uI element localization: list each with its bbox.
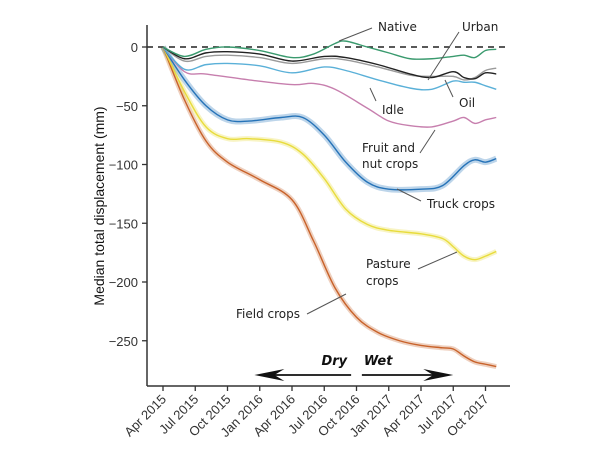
y-tick-label: 0 bbox=[131, 40, 138, 55]
wet-arrow-head-icon bbox=[423, 369, 454, 381]
y-tick-label: −200 bbox=[109, 275, 138, 290]
confidence-band-truck-crops bbox=[160, 45, 498, 193]
y-tick-label: −50 bbox=[116, 99, 138, 114]
y-axis-title: Median total displacement (mm) bbox=[91, 106, 107, 305]
series-label-fruit-and-nut-crops: Fruit and bbox=[362, 141, 415, 155]
series-labels: Native Urban Oil Idle Fruit and nut crops Truc… bbox=[236, 20, 498, 321]
series-line-fruit-and-nut-crops bbox=[162, 46, 497, 128]
leader-line-field-crops bbox=[306, 293, 347, 315]
series-line-native bbox=[162, 40, 497, 60]
leader-line-fruit-and-nut-crops bbox=[419, 129, 436, 154]
series-line-truck-crops bbox=[162, 46, 497, 191]
y-tick-label: −250 bbox=[109, 334, 138, 349]
leader-line-oil bbox=[444, 79, 454, 98]
leader-line-idle bbox=[369, 87, 377, 102]
series-label-native: Native bbox=[378, 20, 417, 34]
y-tick-label: −100 bbox=[109, 158, 138, 173]
series-label-pasture-crops: Pasture bbox=[366, 257, 411, 271]
series-label-field-crops: Field crops bbox=[236, 307, 300, 321]
series-label-urban: Urban bbox=[462, 20, 498, 34]
leader-line-pasture-crops bbox=[417, 251, 458, 270]
series-line-urban bbox=[162, 46, 497, 80]
series-lines bbox=[162, 40, 497, 368]
leader-line-urban bbox=[427, 31, 460, 81]
label-leader-lines bbox=[306, 27, 460, 315]
series-label-fruit-and-nut-crops: nut crops bbox=[362, 157, 418, 171]
leader-line-truck-crops bbox=[396, 188, 422, 202]
y-axis-ticks: 0 −50 −100 −150 −200 −250 bbox=[109, 40, 147, 349]
dry-wet-periods: Dry Wet bbox=[254, 354, 454, 381]
series-label-pasture-crops: crops bbox=[366, 274, 398, 288]
series-line-field-crops bbox=[162, 46, 497, 368]
leader-line-native bbox=[338, 27, 373, 42]
series-label-truck-crops: Truck crops bbox=[426, 197, 495, 211]
dry-period-label: Dry bbox=[321, 354, 347, 369]
dry-arrow-head-icon bbox=[254, 369, 285, 381]
series-line-pasture-crops bbox=[162, 46, 497, 261]
series-label-idle: Idle bbox=[382, 103, 404, 117]
wet-period-label: Wet bbox=[364, 354, 393, 369]
y-tick-label: −150 bbox=[109, 216, 138, 231]
series-line-idle bbox=[162, 46, 497, 91]
series-label-oil: Oil bbox=[459, 96, 475, 110]
